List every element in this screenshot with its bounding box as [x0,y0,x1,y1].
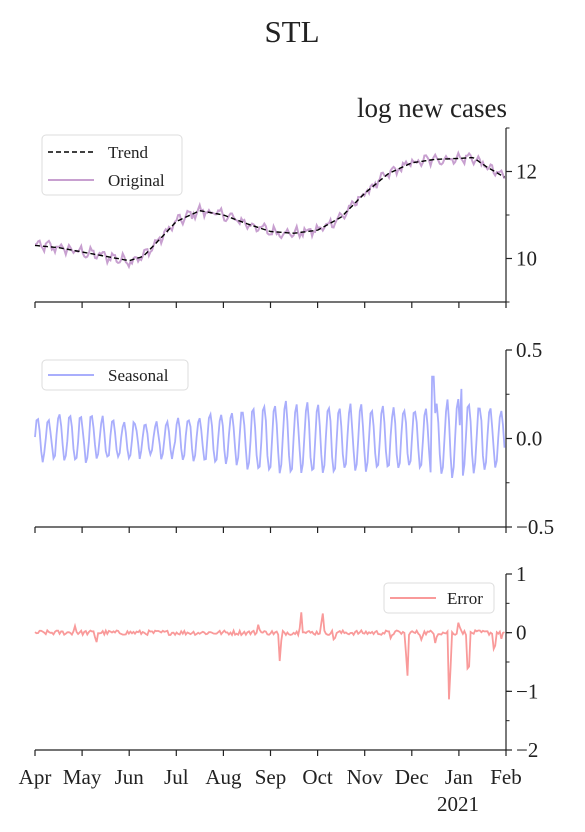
panel3-legend-box [383,582,495,614]
panel3-y-tick-label: −1 [516,679,538,703]
panel2-legend-box [41,359,189,391]
x-tick-label-feb: Feb [490,765,522,789]
x-tick-label-jul: Jul [164,765,189,789]
x-tick-label-nov: Nov [347,765,384,789]
original-series-line [35,150,506,270]
panel2-y-tick-label: 0.0 [516,427,542,451]
panel1-y-tick-label: 12 [516,160,537,184]
panel3-y-tick-label: 1 [516,562,527,586]
legend-trend-label: Trend [108,143,148,162]
x-tick-label-may: May [63,765,102,789]
panel2-y-tick-label: 0.5 [516,338,542,362]
x-tick-label-dec: Dec [395,765,429,789]
panel3-y-tick-label: −2 [516,738,538,762]
seasonal-series-line [34,375,506,479]
x-tick-label-apr: Apr [19,765,52,789]
x-tick-label-sep: Sep [255,765,287,789]
error-series-line [34,612,505,700]
year-label: 2021 [437,792,479,816]
x-tick-label-oct: Oct [302,765,332,789]
legend-seasonal-label: Seasonal [108,366,169,385]
figure-title: STL [264,14,319,49]
x-tick-label-aug: Aug [205,765,242,789]
panel1-y-tick-label: 10 [516,247,537,271]
x-tick-label-jun: Jun [115,765,145,789]
panel2-y-tick-label: −0.5 [516,515,554,539]
x-tick-label-jan: Jan [445,765,473,789]
panel3-y-tick-label: 0 [516,621,527,645]
legend-original-label: Original [108,171,165,190]
trend-series-line [34,156,505,262]
legend-error-label: Error [447,589,483,608]
panel1-title: log new cases [357,93,507,123]
